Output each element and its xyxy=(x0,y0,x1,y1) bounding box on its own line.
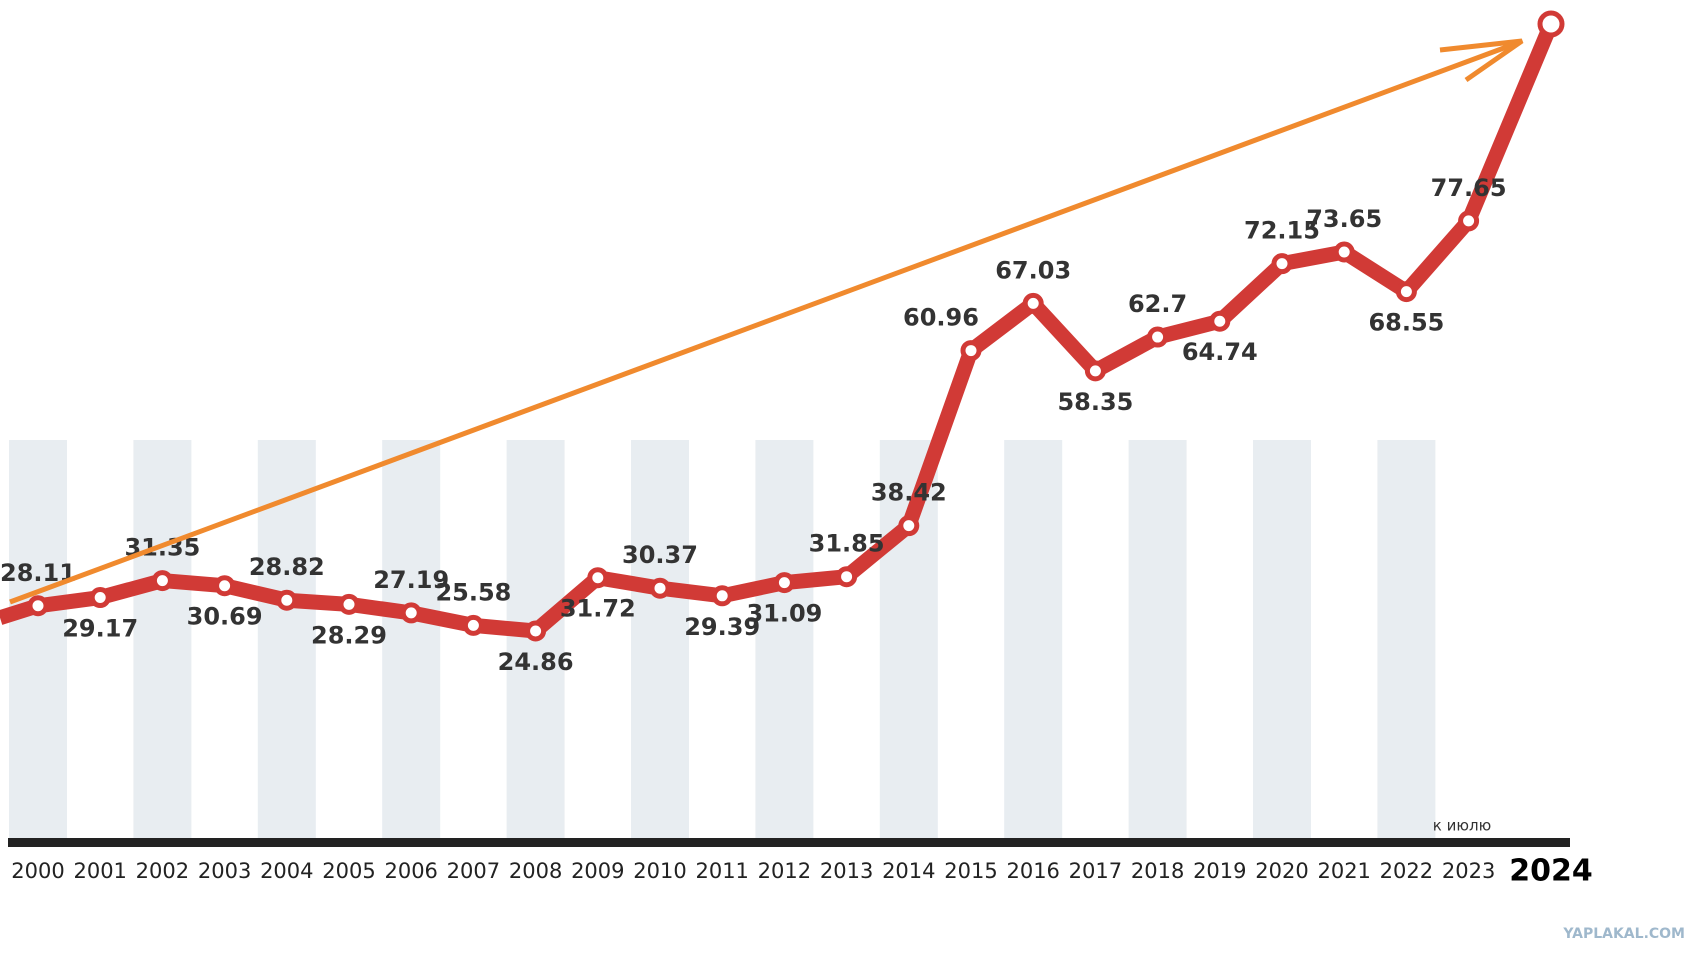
bg-column xyxy=(755,440,814,838)
value-label: 38.42 xyxy=(871,479,947,507)
value-label: 103 xyxy=(1486,0,1536,5)
x-tick-label: 2016 xyxy=(1006,859,1059,883)
x-tick-label: 2017 xyxy=(1069,859,1122,883)
value-label: 24.86 xyxy=(498,648,574,676)
value-label: 62.7 xyxy=(1128,290,1187,318)
x-tick-label: 2001 xyxy=(73,859,126,883)
x-tick-label: 2009 xyxy=(571,859,624,883)
point xyxy=(1537,10,1565,38)
value-label: 31.85 xyxy=(809,530,885,558)
value-label: 25.58 xyxy=(435,578,511,606)
x-tick-label: 2002 xyxy=(136,859,189,883)
bg-column xyxy=(133,440,192,838)
x-tick-label: 2024 xyxy=(1509,854,1593,889)
bg-column xyxy=(1128,440,1187,838)
x-tick-label: 2023 xyxy=(1442,859,1495,883)
x-tick-label: 2007 xyxy=(447,859,500,883)
point xyxy=(1209,310,1231,332)
x-tick-label: 2014 xyxy=(882,859,935,883)
value-label: 29.17 xyxy=(62,615,138,643)
x-tick-label: 2018 xyxy=(1131,859,1184,883)
point xyxy=(1084,360,1106,382)
bg-column xyxy=(9,440,67,838)
trend-arrow xyxy=(9,39,1521,605)
point xyxy=(1333,241,1355,263)
point xyxy=(711,585,733,607)
point xyxy=(1271,253,1293,275)
point xyxy=(1458,210,1480,232)
arrow-head xyxy=(1439,38,1524,83)
point xyxy=(89,587,111,609)
value-label: 27.19 xyxy=(373,566,449,594)
point xyxy=(960,340,982,362)
x-tick-label: 2022 xyxy=(1380,859,1433,883)
value-label: 30.37 xyxy=(622,541,698,569)
value-label: 31.72 xyxy=(560,595,636,623)
x-tick-label: 2008 xyxy=(509,859,562,883)
point xyxy=(1395,281,1417,303)
x-tick-label: 2019 xyxy=(1193,859,1246,883)
x-tick-label: 2003 xyxy=(198,859,251,883)
point xyxy=(836,566,858,588)
value-label: 68.55 xyxy=(1368,309,1444,337)
point xyxy=(338,593,360,615)
point xyxy=(773,572,795,594)
bg-column xyxy=(382,440,441,838)
point xyxy=(649,577,671,599)
watermark: YAPLAKAL.COM xyxy=(1562,926,1685,942)
value-label: 60.96 xyxy=(903,304,979,332)
series-line xyxy=(0,21,1558,639)
x-tick-label: 2012 xyxy=(758,859,811,883)
annotation: к июлю xyxy=(1433,817,1491,835)
bg-column xyxy=(631,440,689,838)
x-tick-label: 2005 xyxy=(322,859,375,883)
point xyxy=(1147,326,1169,348)
point xyxy=(525,620,547,642)
value-label: 28.82 xyxy=(249,553,325,581)
value-label: 30.69 xyxy=(187,603,263,631)
point xyxy=(898,515,920,537)
bg-column xyxy=(1004,440,1063,838)
bg-column xyxy=(1253,440,1311,838)
x-axis-bar xyxy=(8,838,1570,847)
x-tick-label: 2020 xyxy=(1255,859,1308,883)
x-tick-label: 2013 xyxy=(820,859,873,883)
point xyxy=(1022,292,1044,314)
x-tick-label: 2021 xyxy=(1317,859,1370,883)
bg-column xyxy=(1377,440,1436,838)
x-tick-label: 2015 xyxy=(944,859,997,883)
value-label: 28.29 xyxy=(311,621,387,649)
value-label: 73.65 xyxy=(1306,205,1382,233)
point xyxy=(214,575,236,597)
point xyxy=(276,589,298,611)
x-tick-label: 2010 xyxy=(633,859,686,883)
x-tick-label: 2011 xyxy=(695,859,748,883)
point xyxy=(400,602,422,624)
value-label: 29.39 xyxy=(684,613,760,641)
value-label: 58.35 xyxy=(1057,388,1133,416)
value-label: 67.03 xyxy=(995,256,1071,284)
plot: 2000 2001 2002 2003 2004 2005 2006 2007 2008 2009… xyxy=(0,0,1593,889)
point xyxy=(151,570,173,592)
x-tick-label: 2004 xyxy=(260,859,313,883)
value-label: 77.65 xyxy=(1431,174,1507,202)
point xyxy=(462,614,484,636)
point xyxy=(587,567,609,589)
value-label: 64.74 xyxy=(1182,338,1258,366)
x-tick-label: 2000 xyxy=(11,859,64,883)
value-label: 31.09 xyxy=(746,600,822,628)
x-tick-label: 2006 xyxy=(384,859,437,883)
point xyxy=(27,595,49,617)
value-label: 72.15 xyxy=(1244,217,1320,245)
